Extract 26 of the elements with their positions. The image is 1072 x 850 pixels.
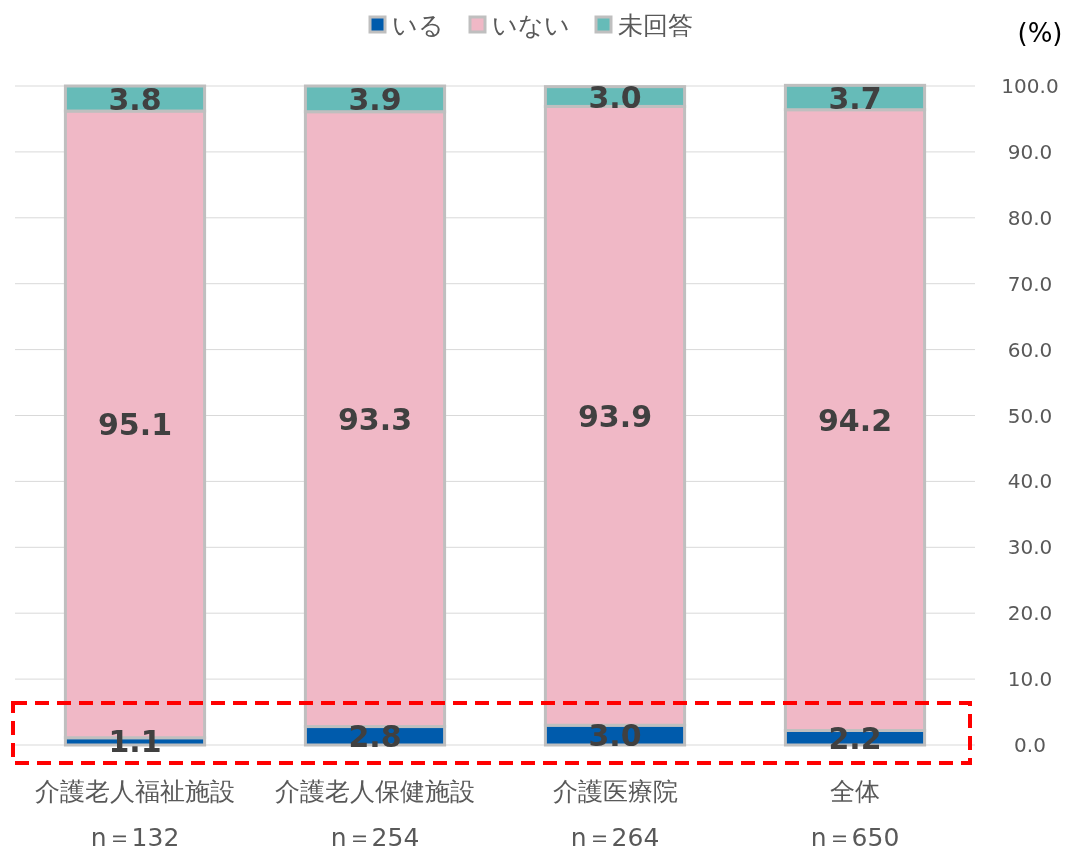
y-tick-label: 40.0 [1007,469,1053,494]
legend-label: 未回答 [618,11,693,40]
data-label: 3.7 [828,80,882,116]
x-tick-label: 介護老人福祉施設 n＝132 [35,777,235,850]
x-tick-label: 介護老人保健施設 n＝254 [275,777,475,850]
x-tick-label: 介護医療院 n＝264 [552,777,678,850]
y-tick-label: 90.0 [1007,139,1053,164]
y-tick-label: 30.0 [1007,535,1053,560]
y-tick-label: 20.0 [1007,601,1053,626]
y-tick-label: 100.0 [1001,74,1059,98]
y-tick-label: 0.0 [1014,733,1046,757]
data-label: 95.1 [97,407,173,443]
x-tick-label: 全体 n＝650 [810,777,900,850]
y-tick-label: 70.0 [1007,271,1053,296]
y-tick-label: 10.0 [1007,667,1053,692]
data-label: 94.2 [817,403,893,439]
data-label: 93.9 [577,398,653,434]
data-label: 3.8 [108,81,162,117]
y-axis-title: (%) [1017,18,1063,48]
data-label: 3.9 [348,81,402,117]
y-tick-label: 60.0 [1007,337,1053,362]
y-tick-label: 50.0 [1007,403,1053,428]
data-label: 93.3 [337,402,413,438]
legend-label: いる [392,11,444,40]
y-tick-label: 80.0 [1007,205,1053,230]
legend-label: いない [492,11,570,40]
